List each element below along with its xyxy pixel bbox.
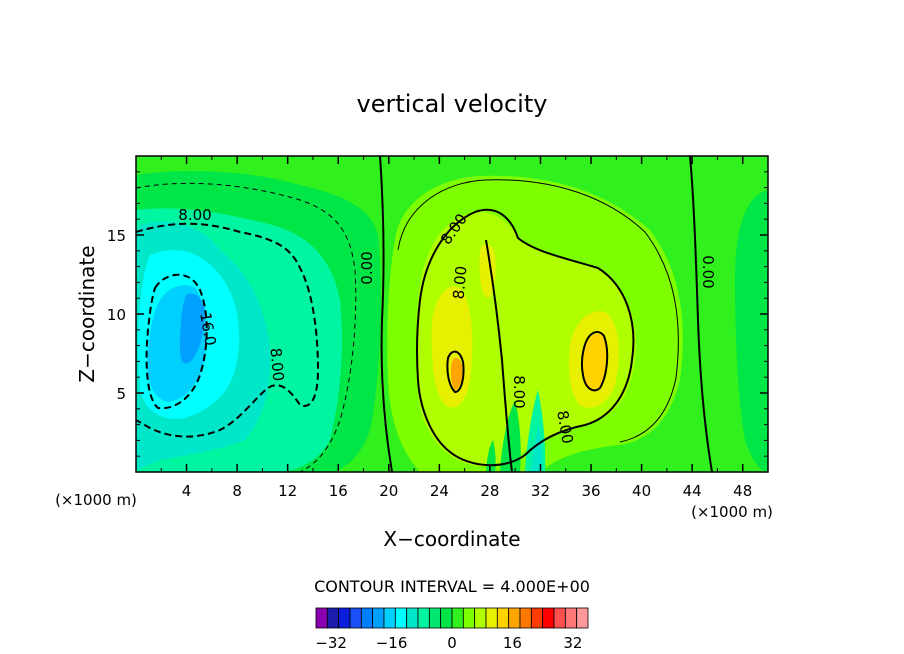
contour-thin-plume [397,179,679,443]
downdraft-core-2 [180,293,205,364]
y-axis-label: Z−coordinate [75,245,99,382]
contour-minus16-left [145,273,208,410]
contour-label: 8.00 [267,347,288,382]
colorbar-tick-label: 32 [563,634,582,652]
x-tick-label: 16 [329,482,348,500]
colorbar-swatch [360,607,374,629]
colorbar-swatch [315,607,328,629]
colorbar-swatch [326,607,340,629]
chart-title: vertical velocity [357,90,548,118]
contour-16-right [580,331,609,392]
x-tick-label: 44 [683,482,702,500]
updraft-region-5 [479,243,496,298]
updraft-core-2 [451,357,463,390]
colorbar-swatch [417,607,430,629]
x-unit-right: (×1000 m) [691,503,773,521]
contour-label: 0.00 [699,255,717,288]
x-unit-left: (×1000 m) [55,491,137,509]
low-downdraft-3 [531,425,543,472]
x-tick-label: 40 [632,482,651,500]
colorbar-swatch [394,607,408,629]
colorbar-ticks: −32 −16 0 16 32 [315,634,582,652]
colorbar-swatch [349,607,362,629]
x-tick-label: 12 [278,482,297,500]
y-axis-ticks: 5 10 15 [107,171,768,457]
y-tick-label: 15 [107,227,126,245]
contour-label: 8.00 [450,265,471,300]
contour-8-plume [415,208,635,467]
plot-field [136,156,768,472]
updraft-core-1 [582,333,607,391]
colorbar-swatch [542,607,555,629]
colorbar-swatch [428,607,442,629]
contour-zero-right [689,156,713,472]
colorbar [315,607,589,629]
colorbar-tick-label: −32 [315,634,347,652]
colorbar-swatch [372,607,385,629]
colorbar-swatch [440,607,453,629]
colorbar-swatch [530,607,544,629]
contour-zero-left [379,156,393,472]
colorbar-swatch [508,607,521,629]
contour-minus8-left [136,222,320,438]
contour-lines [136,156,713,472]
colorbar-swatch [451,607,464,629]
colorbar-swatch [519,607,532,629]
contour-16-left [446,350,465,394]
x-tick-label: 32 [531,482,550,500]
low-downdraft-4 [486,440,496,472]
colorbar-swatch [338,607,351,629]
x-tick-label: 28 [480,482,499,500]
colorbar-swatch [553,607,566,629]
x-tick-label: 36 [581,482,600,500]
low-downdraft-1 [500,400,521,472]
contour-label: 16.0 [196,311,220,347]
colorbar-swatch [383,607,396,629]
x-tick-label: 20 [379,482,398,500]
y-tick-label: 10 [107,306,126,324]
contour-interval-label: CONTOUR INTERVAL = 4.000E+00 [314,577,590,596]
contour-8-branch [485,239,513,472]
colorbar-tick-label: 16 [503,634,522,652]
y-tick-label: 5 [116,385,126,403]
contour-label: 8.00 [510,375,528,408]
x-axis-ticks: 4 8 12 16 20 24 28 32 36 40 44 48 [160,156,752,500]
colorbar-swatch [496,607,510,629]
colorbar-tick-label: −16 [376,634,408,652]
colorbar-tick-label: 0 [447,634,457,652]
right-edge-region [735,190,768,472]
contour-label: 8.00 [178,206,211,224]
contour-label: 8.00 [553,409,577,445]
colorbar-swatch [462,607,476,629]
x-tick-label: 4 [182,482,192,500]
colorbar-swatch [576,607,589,629]
x-tick-label: 48 [733,482,752,500]
x-tick-label: 24 [430,482,449,500]
colorbar-swatch [406,607,419,629]
colorbar-swatch [474,607,487,629]
x-tick-label: 8 [232,482,242,500]
contour-minus8-outer [136,182,357,472]
x-axis-label: X−coordinate [383,527,520,551]
contour-label: 0.00 [358,251,376,284]
colorbar-swatch [564,607,578,629]
colorbar-swatch [485,607,498,629]
